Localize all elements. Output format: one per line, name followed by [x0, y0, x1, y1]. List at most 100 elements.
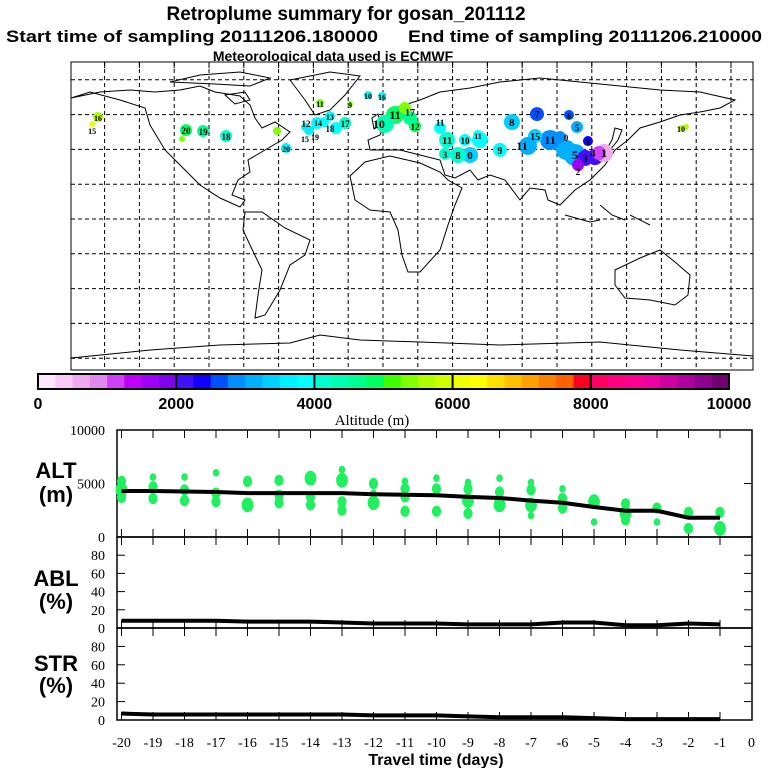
colorbar-segment — [279, 374, 298, 389]
plume-point — [311, 116, 324, 129]
coast-arctic-islands — [169, 71, 272, 105]
coast-africa — [349, 155, 463, 273]
plume-point-label: 9 — [497, 146, 502, 157]
alt-scatter-point — [496, 474, 503, 482]
plume-point-label: 19 — [199, 127, 209, 137]
plume-point — [179, 135, 186, 142]
coast-north-america — [70, 85, 291, 208]
plume-point — [529, 107, 544, 122]
colorbar-tick-label: 0 — [34, 396, 43, 413]
plume-point-label: 3 — [443, 150, 448, 160]
y-tick-label: 60 — [91, 567, 105, 582]
alt-scatter-point — [212, 469, 220, 477]
colorbar-segment — [297, 374, 315, 389]
y-tick-label: 40 — [91, 677, 105, 692]
x-tick-label: -11 — [396, 736, 414, 751]
plume-point-label: 20 — [182, 126, 192, 136]
x-tick-label: -17 — [207, 736, 226, 751]
start-time-label: Start time of sampling 20111206.180000 — [6, 27, 378, 46]
alt-scatter-point — [494, 486, 505, 498]
colorbar-segment — [677, 374, 695, 389]
colorbar-segment — [193, 374, 212, 389]
alt-scatter-point — [211, 496, 221, 508]
alt-scatter-point — [181, 473, 188, 481]
plume-point — [492, 142, 507, 157]
plume-point-label: 18 — [222, 132, 232, 142]
x-tick-label: -15 — [270, 736, 289, 751]
plume-point-label: 18 — [326, 124, 336, 134]
plume-point — [89, 120, 96, 127]
colorbar-segment — [625, 374, 644, 389]
alt-scatter-point — [714, 521, 726, 536]
x-tick-label: -7 — [525, 736, 537, 751]
x-tick-label: -19 — [144, 736, 163, 751]
alt-scatter-point — [463, 483, 473, 495]
plume-point-label: 15 — [301, 135, 309, 144]
colorbar-segment — [659, 374, 678, 389]
plume-point — [571, 120, 584, 133]
colorbar-segment — [418, 374, 436, 389]
colorbar-segment — [487, 374, 505, 389]
y-tick-label: 60 — [91, 659, 105, 674]
plume-point-label: 11 — [544, 133, 555, 147]
alt-scatter-point — [683, 522, 694, 535]
plume-point — [197, 124, 210, 137]
plume-point-label: 12 — [302, 119, 312, 129]
colorbar-segment — [642, 374, 661, 389]
plume-point — [572, 159, 585, 172]
plume-point-label: 11 — [442, 135, 452, 147]
x-axis-label: Travel time (days) — [368, 752, 503, 768]
colorbar-segment — [158, 374, 177, 389]
str-line — [121, 711, 720, 722]
y-tick-label: 20 — [91, 696, 105, 711]
coast-maritime-asia — [564, 204, 651, 226]
x-tick-label: -10 — [427, 736, 446, 751]
alt-scatter-point — [305, 499, 316, 511]
plume-point-label: 17 — [341, 119, 351, 129]
plume-point-label: 6 — [567, 112, 571, 121]
alt-scatter-point — [148, 492, 158, 505]
time-series-panels: 1000050000ALT(m)806040200ABL(%)806040200… — [33, 424, 755, 751]
plume-point-label: 8 — [455, 150, 461, 162]
y-tick-label: 0 — [98, 531, 105, 546]
x-tick-label: -13 — [333, 736, 352, 751]
colorbar-segment — [556, 374, 575, 389]
panel-str: 80 60 40 20 0 STR(%) — [34, 627, 753, 729]
plume-point-label: 8 — [509, 117, 515, 129]
plume-point-label: 17 — [405, 108, 415, 119]
alt-scatter-point — [463, 507, 473, 520]
colorbar-segment — [711, 374, 730, 389]
plume-point-label: 11 — [474, 132, 482, 141]
alt-scatter-point — [368, 477, 379, 490]
map-frame — [70, 61, 754, 371]
colorbar-segment — [348, 374, 367, 389]
y-tick-label: 80 — [91, 549, 105, 564]
alt-scatter-point — [431, 505, 442, 517]
plume-point-label: 9 — [348, 101, 352, 110]
x-tick-label: -9 — [462, 736, 474, 751]
colorbar-segment — [124, 374, 143, 389]
plume-point-label: 5 — [572, 148, 578, 162]
plume-point — [92, 112, 103, 123]
figure-title: Retroplume summary for gosan_201112 — [166, 4, 525, 25]
panel-unit: (%) — [39, 673, 73, 698]
plume-point-label: 16 — [94, 114, 102, 123]
altitude-colorbar: 0 2000 4000 6000 8000 10000 — [34, 373, 751, 413]
plume-point-label: 10 — [460, 136, 470, 146]
alt-scatter-point — [179, 495, 190, 507]
alt-scatter-point — [400, 483, 410, 495]
coast-eurasia — [367, 77, 737, 206]
colorbar-segment — [228, 374, 246, 389]
alt-scatter-point — [620, 514, 631, 526]
alt-scatter-point — [559, 485, 566, 493]
plume-point-label: 11 — [516, 139, 527, 153]
x-tick-label: -14 — [301, 736, 320, 751]
panel-label: ALT — [35, 458, 77, 483]
alt-scatter-point — [431, 483, 442, 495]
alt-scatter-point — [304, 470, 317, 486]
colorbar-frame — [37, 373, 730, 390]
panel-abl: 80 60 40 20 0 ABL(%) — [33, 536, 753, 637]
plume-point — [398, 101, 411, 114]
abl-line — [121, 618, 721, 628]
